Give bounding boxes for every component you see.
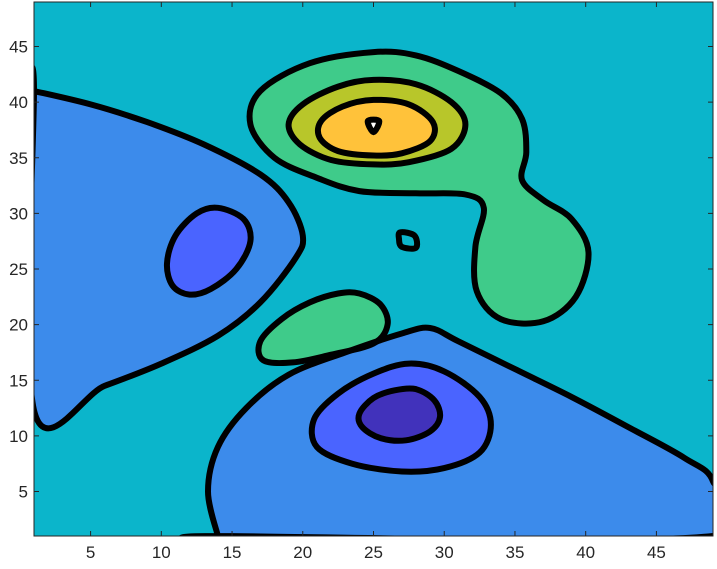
y-axis: 5 10 15 20 25 30 35 40 45 [9, 38, 713, 502]
y-tick-label: 15 [9, 371, 28, 390]
trough-indigo-region-contour-line [355, 385, 444, 444]
upper-olive-region-contour-line [285, 76, 469, 168]
center-green-region [258, 292, 388, 364]
x-tick-label: 45 [647, 543, 666, 562]
small-peak-region-contour-line [364, 116, 383, 136]
upper-green-region-contour-line [246, 48, 592, 327]
x-tick-label: 5 [86, 543, 95, 562]
bottom-blue-region-contour-line [179, 324, 713, 536]
x-tick-label: 35 [505, 543, 524, 562]
x-tick-label: 25 [364, 543, 383, 562]
y-tick-label: 40 [9, 93, 28, 112]
y-tick-label: 45 [9, 38, 28, 57]
center-green-region-contour-line [255, 289, 391, 367]
x-tick-label: 20 [293, 543, 312, 562]
peak-yellow-region-contour-line [314, 96, 438, 159]
lower-left-blue-region-contour-line [34, 64, 307, 432]
x-axis: 5 10 15 20 25 30 35 40 45 [86, 2, 666, 562]
y-tick-label: 25 [9, 260, 28, 279]
small-center-region-contour-line [395, 229, 421, 252]
y-tick-label: 20 [9, 316, 28, 335]
y-tick-label: 10 [9, 427, 28, 446]
trough-indigo-region [358, 388, 441, 441]
bottom-medium-blue-region-contour-line [308, 360, 494, 475]
x-tick-label: 10 [152, 543, 171, 562]
contour-lines [34, 48, 713, 536]
x-tick-label: 30 [435, 543, 454, 562]
x-tick-label: 40 [576, 543, 595, 562]
y-tick-label: 30 [9, 204, 28, 223]
left-medium-blue-region-contour-line [163, 204, 254, 298]
y-tick-label: 5 [19, 483, 28, 502]
y-tick-label: 35 [9, 149, 28, 168]
x-tick-label: 15 [223, 543, 242, 562]
